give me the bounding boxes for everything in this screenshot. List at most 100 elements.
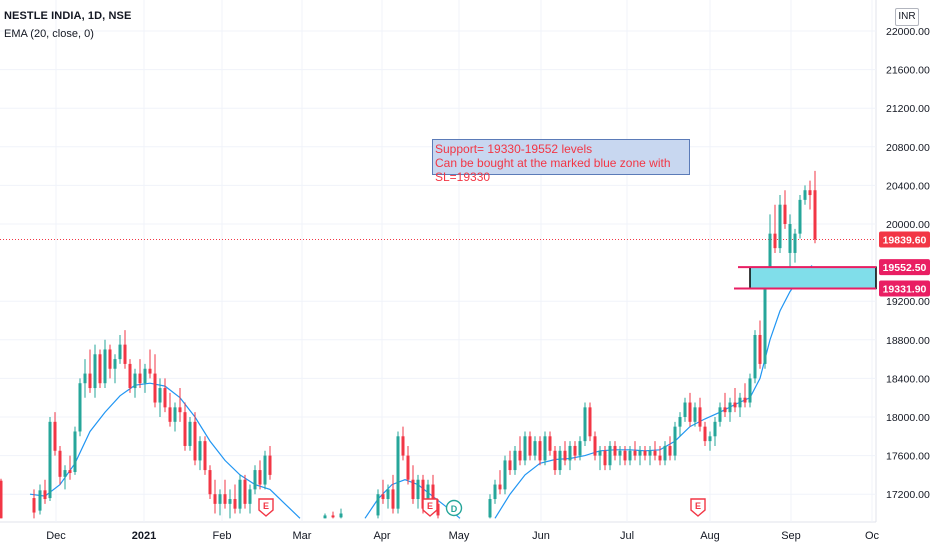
candle-body: [503, 460, 507, 490]
candle-body: [803, 190, 807, 200]
zone-top-label-bg: [879, 259, 930, 276]
candle-body: [723, 407, 727, 413]
candle-body: [218, 494, 222, 504]
time-tick-label: May: [449, 530, 470, 542]
candle-body: [339, 513, 343, 518]
candle-body: [738, 397, 742, 408]
price-axis[interactable]: 22000.00 21600.00 21200.00 20800.00 20400.00…: [886, 26, 930, 501]
annotation-note[interactable]: Support= 19330-19552 levels Can be bough…: [432, 139, 690, 184]
candle-body: [648, 450, 652, 456]
candle-body: [258, 470, 262, 485]
price-tick-label: 20000.00: [886, 219, 930, 231]
earnings-marker-label: E: [263, 501, 269, 511]
price-tick-label: 22000.00: [886, 26, 930, 38]
candle-body: [768, 233, 772, 273]
time-tick-label: Jun: [532, 530, 550, 542]
candle-body: [386, 489, 390, 500]
candle-body: [573, 445, 577, 456]
support-zone[interactable]: [734, 266, 877, 290]
ema-legend[interactable]: EMA (20, close, 0): [4, 28, 94, 40]
candle-body: [0, 480, 3, 519]
candle-body: [563, 450, 567, 461]
candle-body: [203, 441, 207, 471]
candle-body: [788, 224, 792, 253]
candle-body: [673, 426, 677, 456]
candle-body: [238, 479, 242, 509]
candle-body: [253, 470, 257, 490]
candle-body: [778, 204, 782, 249]
candle-body: [48, 421, 52, 499]
candle-body: [758, 334, 762, 364]
candle-body: [808, 190, 812, 196]
candle-body: [416, 479, 420, 500]
candle-body: [163, 388, 167, 408]
candle-body: [426, 484, 430, 509]
candle-body: [793, 233, 797, 253]
candle-body: [183, 412, 187, 446]
candle-body: [663, 445, 667, 461]
time-tick-label: Oc: [865, 530, 880, 542]
earnings-marker-label: E: [695, 501, 701, 511]
candle-body: [78, 383, 82, 432]
time-tick-label: Sep: [781, 530, 801, 542]
time-axis[interactable]: Dec 2021 Feb Mar Apr May Jun Jul Aug Sep Oc: [46, 530, 879, 542]
price-tick-label: 20800.00: [886, 142, 930, 154]
candle-body: [603, 450, 607, 466]
candle-body: [248, 489, 252, 504]
candle-body: [43, 490, 47, 500]
candle-body: [98, 354, 102, 384]
chart-grid: [0, 0, 877, 523]
candle-body: [58, 450, 62, 477]
candle-body: [783, 204, 787, 224]
candle-body: [233, 499, 237, 509]
candle-body: [421, 479, 425, 509]
candle-body: [88, 373, 92, 389]
candle-body: [713, 421, 717, 437]
candle-body: [718, 407, 722, 422]
candle-body: [381, 494, 385, 500]
candle-body: [53, 421, 57, 451]
candle-body: [628, 450, 632, 461]
earnings-marker-icon: [690, 498, 706, 517]
candle-body: [488, 499, 492, 518]
candle-body: [518, 450, 522, 461]
event-markers[interactable]: E E ED: [258, 498, 706, 517]
candle-body: [528, 436, 532, 456]
candle-body: [118, 344, 122, 360]
candle-body: [208, 470, 212, 495]
time-tick-label: Mar: [293, 530, 312, 542]
time-tick-label: Jul: [620, 530, 634, 542]
candle-body: [431, 484, 435, 504]
candle-body: [178, 407, 182, 413]
candle-body: [228, 499, 232, 504]
candle-body: [693, 407, 697, 422]
price-labels: 19839.60 19552.50 19331.90: [879, 231, 930, 297]
earnings-marker-icon: [258, 498, 274, 517]
candle-body: [623, 450, 627, 461]
candles-group: [0, 170, 817, 519]
candle-body: [376, 494, 380, 516]
ema-segment: [494, 265, 813, 519]
time-tick-label: Feb: [213, 530, 232, 542]
price-tick-label: 21200.00: [886, 103, 930, 115]
dividend-marker-label: D: [451, 504, 458, 514]
candle-body: [743, 397, 747, 403]
last-price-label: 19839.60: [883, 234, 927, 246]
candle-body: [583, 407, 587, 442]
price-tick-label: 18000.00: [886, 412, 930, 424]
time-tick-label: Dec: [46, 530, 66, 542]
candle-body: [543, 436, 547, 461]
candle-body: [773, 233, 777, 249]
currency-badge[interactable]: INR: [895, 8, 919, 26]
candle-body: [391, 489, 395, 509]
candle-body: [406, 455, 410, 480]
candle-body: [538, 441, 542, 461]
candle-body: [683, 402, 687, 417]
candle-body: [578, 441, 582, 456]
candle-body: [103, 349, 107, 384]
annotation-line-1: Support= 19330-19552 levels: [435, 142, 593, 156]
support-zone-box: [749, 266, 877, 290]
candle-body: [411, 479, 415, 500]
candle-body: [678, 417, 682, 427]
